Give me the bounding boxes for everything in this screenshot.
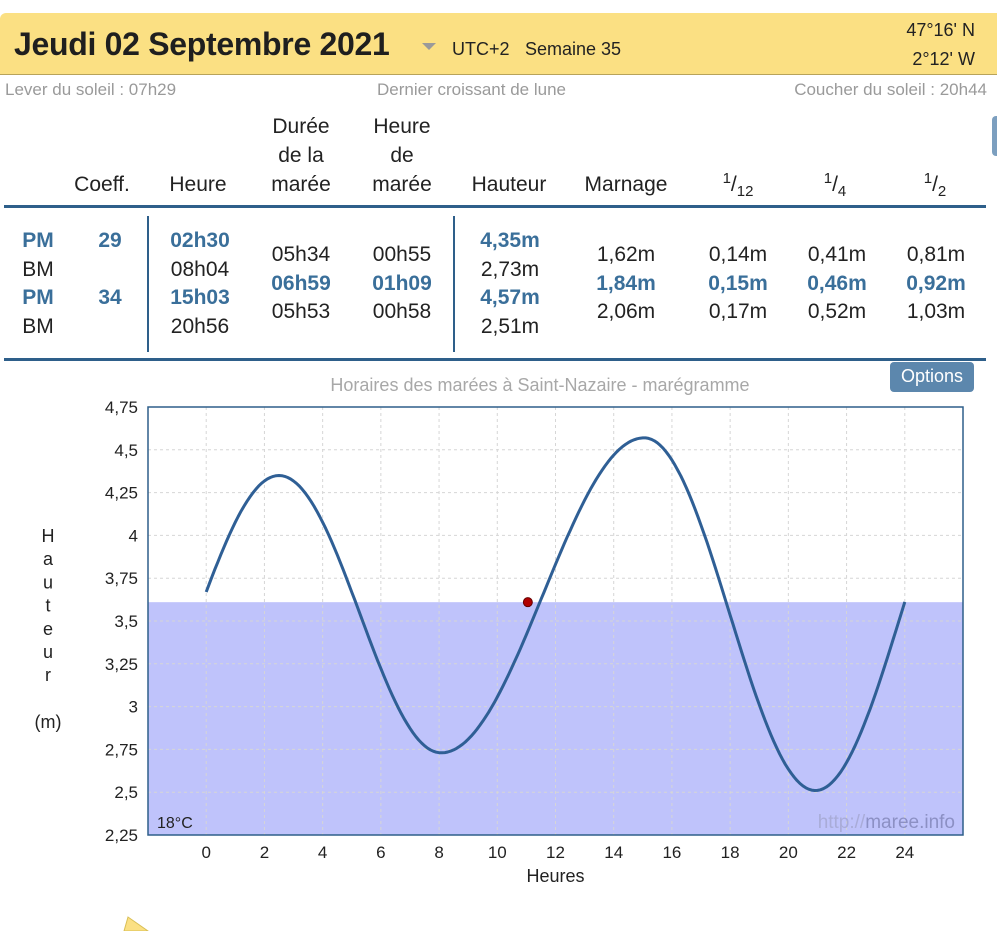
y-tick-label: 3,75 <box>105 569 138 588</box>
y-axis-label-letter: H <box>42 526 55 546</box>
table-divider-right <box>453 216 455 352</box>
heure-maree-column: 00h55 01h09 00h58 <box>372 243 432 323</box>
col-header-marnage: Marnage <box>584 173 668 196</box>
tide-type-column: PM BM PM BM <box>8 227 68 341</box>
moon-phase-label: Dernier croissant de lune <box>377 80 566 99</box>
y-tick-label: 4,25 <box>105 484 138 503</box>
y-axis-label-letter: r <box>45 665 51 685</box>
chart-title: Horaires des marées à Saint-Nazaire - ma… <box>330 375 749 395</box>
x-tick-label: 10 <box>488 843 507 862</box>
y-tick-label: 3,25 <box>105 655 138 674</box>
x-tick-label: 22 <box>837 843 856 862</box>
x-tick-label: 6 <box>376 843 385 862</box>
col-header-heure: Heure <box>169 173 227 196</box>
tide-chart: Horaires des marées à Saint-Nazaire - ma… <box>35 375 964 886</box>
current-level-area <box>148 602 963 835</box>
col-header-half: 1/2 <box>923 170 947 201</box>
chevron-down-icon[interactable] <box>422 43 436 50</box>
table-top-rule <box>4 205 986 208</box>
coeff-column: 29 34 <box>98 229 122 309</box>
temperature-label: 18°C <box>157 815 193 832</box>
y-tick-label: 4 <box>129 526 138 545</box>
x-tick-label: 16 <box>662 843 681 862</box>
sunrise-label: Lever du soleil : 07h29 <box>5 80 177 99</box>
x-tick-label: 4 <box>318 843 327 862</box>
longitude-label: 2°12' W <box>912 49 975 69</box>
x-tick-label: 2 <box>260 843 269 862</box>
y-tick-label: 2,75 <box>105 740 138 759</box>
col-header-hauteur: Hauteur <box>471 173 547 196</box>
heure-column: 02h30 08h04 15h03 20h56 <box>170 229 230 338</box>
col-header-heure-maree: Heure de marée <box>372 115 432 196</box>
table-bottom-rule <box>4 358 986 361</box>
latitude-label: 47°16' N <box>906 20 975 40</box>
y-axis-label-letter: t <box>45 596 50 616</box>
col-header-duree: Durée de la marée <box>271 115 331 196</box>
x-tick-label: 20 <box>779 843 798 862</box>
y-axis-label-letter: a <box>43 549 54 569</box>
side-scroll-handle[interactable] <box>992 116 997 156</box>
table-row: PM <box>22 229 54 252</box>
col-header-twelfth: 1/12 <box>722 170 754 201</box>
x-tick-label: 0 <box>201 843 210 862</box>
x-tick-label: 18 <box>721 843 740 862</box>
table-row: PM <box>22 286 54 309</box>
y-axis-label-letter: u <box>43 642 53 662</box>
quarter-column: 0,41m 0,46m 0,52m <box>807 243 867 323</box>
col-header-coeff: Coeff. <box>74 173 130 196</box>
x-tick-label: 12 <box>546 843 565 862</box>
y-tick-label: 3,5 <box>114 612 138 631</box>
date-selector[interactable]: Jeudi 02 Septembre 2021 <box>14 26 390 62</box>
x-tick-label: 24 <box>895 843 914 862</box>
y-tick-label: 4,75 <box>105 398 138 417</box>
plot-frame <box>147 406 964 836</box>
half-column: 0,81m 0,92m 1,03m <box>906 243 966 323</box>
y-axis-label-letter: e <box>43 619 53 639</box>
week-label: Semaine 35 <box>525 39 622 59</box>
date-header: Jeudi 02 Septembre 2021 UTC+2 Semaine 35… <box>0 13 997 75</box>
marnage-column: 1,62m 1,84m 2,06m <box>596 243 656 323</box>
cursor-shape-icon <box>123 916 149 931</box>
y-tick-label: 2,5 <box>114 783 138 802</box>
hauteur-column: 4,35m 2,73m 4,57m 2,51m <box>480 229 540 338</box>
y-tick-label: 3 <box>129 698 138 717</box>
table-divider-left <box>147 216 149 352</box>
y-axis-unit: (m) <box>35 712 62 732</box>
x-tick-label: 14 <box>604 843 623 862</box>
table-row: BM <box>22 257 54 281</box>
options-button[interactable]: Options <box>890 362 974 392</box>
timezone-label: UTC+2 <box>452 39 510 59</box>
twelfth-column: 0,14m 0,15m 0,17m <box>708 243 768 323</box>
tide-curve <box>204 436 907 792</box>
watermark: http://maree.info <box>818 812 955 833</box>
y-tick-label: 4,5 <box>114 441 138 460</box>
x-axis-label: Heures <box>526 866 584 886</box>
sunset-label: Coucher du soleil : 20h44 <box>794 80 987 99</box>
y-axis-label-letter: u <box>43 572 53 592</box>
y-tick-label: 2,25 <box>105 826 138 845</box>
col-header-quarter: 1/4 <box>823 170 847 201</box>
x-tick-label: 8 <box>434 843 443 862</box>
table-row: BM <box>22 314 54 338</box>
duree-column: 05h34 06h59 05h53 <box>271 243 331 323</box>
current-tide-point <box>522 597 533 608</box>
